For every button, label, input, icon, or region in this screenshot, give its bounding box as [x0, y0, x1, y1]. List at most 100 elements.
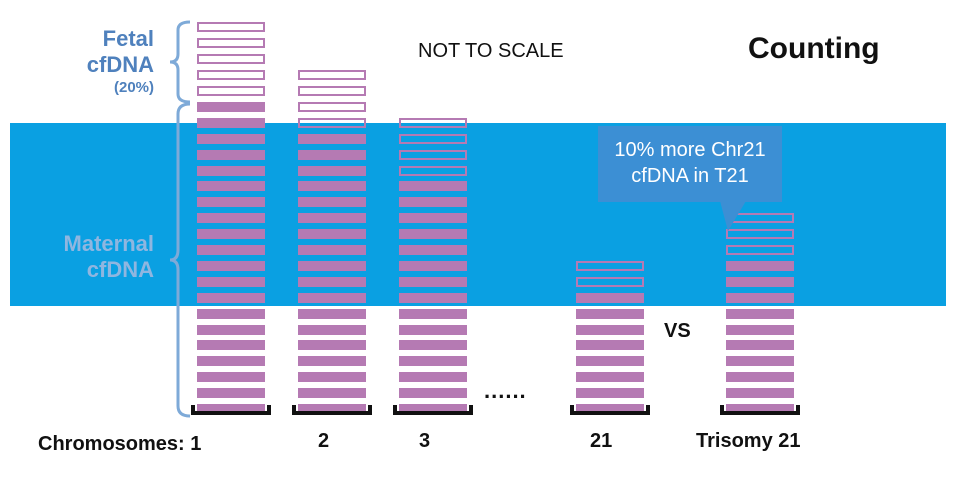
- maternal-block: [298, 133, 366, 144]
- fetal-block: [399, 117, 467, 128]
- bracket-trisomy21: [720, 405, 800, 415]
- maternal-block: [399, 324, 467, 335]
- fetal-block: [726, 245, 794, 255]
- fetal-block: [197, 70, 265, 81]
- maternal-block: [197, 340, 265, 351]
- maternal-block: [576, 404, 644, 414]
- maternal-block: [726, 388, 794, 399]
- fetal-block: [399, 165, 467, 176]
- label-chromosomes-1: Chromosomes: 1: [38, 433, 202, 455]
- maternal-block: [298, 165, 366, 176]
- fetal-block: [298, 86, 366, 96]
- maternal-block: [197, 101, 265, 112]
- fetal-label-line1: Fetal: [102, 26, 154, 51]
- maternal-block: [197, 197, 265, 208]
- label-trisomy21: Trisomy 21: [696, 430, 801, 452]
- page-title: Counting: [748, 32, 880, 65]
- maternal-block: [298, 340, 366, 351]
- maternal-block: [726, 404, 794, 414]
- maternal-block: [576, 292, 644, 303]
- maternal-block: [298, 292, 366, 303]
- maternal-block: [298, 260, 366, 271]
- maternal-block: [197, 245, 265, 255]
- maternal-block: [726, 340, 794, 351]
- maternal-block: [399, 388, 467, 399]
- maternal-block: [197, 165, 265, 176]
- maternal-block: [726, 372, 794, 383]
- label-chr3: 3: [419, 430, 431, 452]
- maternal-block: [197, 324, 265, 335]
- maternal-block: [576, 388, 644, 399]
- maternal-block: [197, 149, 265, 160]
- vs-label: VS: [664, 320, 691, 342]
- maternal-block: [399, 213, 467, 224]
- maternal-block: [197, 404, 265, 414]
- bracket-chr21: [570, 405, 650, 415]
- maternal-block: [399, 308, 467, 319]
- maternal-block: [197, 213, 265, 224]
- maternal-block: [399, 404, 467, 414]
- maternal-block: [197, 133, 265, 144]
- maternal-block: [298, 245, 366, 255]
- maternal-block: [399, 229, 467, 240]
- maternal-block: [399, 197, 467, 208]
- maternal-block: [197, 292, 265, 303]
- bracket-chr2: [292, 405, 372, 415]
- maternal-block: [298, 181, 366, 192]
- maternal-block: [399, 245, 467, 255]
- fetal-block: [399, 133, 467, 144]
- maternal-block: [298, 213, 366, 224]
- maternal-block: [399, 292, 467, 303]
- note-not-to-scale: NOT TO SCALE: [418, 40, 564, 62]
- maternal-block: [197, 356, 265, 367]
- label-chr2: 2: [318, 430, 330, 452]
- fetal-brace: [169, 20, 191, 104]
- maternal-block: [726, 324, 794, 335]
- maternal-block: [298, 308, 366, 319]
- maternal-block: [399, 181, 467, 192]
- maternal-label-line1: Maternal: [63, 231, 154, 256]
- fetal-block: [726, 229, 794, 240]
- maternal-block: [298, 372, 366, 383]
- maternal-block: [298, 276, 366, 287]
- maternal-block: [197, 229, 265, 240]
- maternal-block: [298, 324, 366, 335]
- maternal-block: [576, 324, 644, 335]
- bracket-chr1: [191, 405, 271, 415]
- callout-line1: 10% more Chr21: [614, 139, 766, 161]
- maternal-block: [197, 276, 265, 287]
- fetal-block: [399, 149, 467, 160]
- maternal-block: [298, 388, 366, 399]
- maternal-block: [726, 276, 794, 287]
- maternal-block: [399, 356, 467, 367]
- maternal-block: [197, 308, 265, 319]
- maternal-block: [298, 356, 366, 367]
- maternal-block: [726, 292, 794, 303]
- callout-tail: [720, 201, 746, 231]
- maternal-brace: [169, 102, 191, 418]
- callout-box: 10% more Chr21 cfDNA in T21: [598, 126, 782, 202]
- fetal-block: [197, 22, 265, 33]
- maternal-block: [298, 149, 366, 160]
- maternal-block: [576, 372, 644, 383]
- maternal-block: [197, 372, 265, 383]
- maternal-block: [726, 260, 794, 271]
- fetal-percent: (20%): [113, 79, 154, 96]
- maternal-block: [197, 117, 265, 128]
- fetal-block: [298, 101, 366, 112]
- label-chr21: 21: [590, 430, 613, 452]
- maternal-label: Maternal cfDNA: [40, 231, 154, 283]
- fetal-label: Fetal cfDNA (20%): [60, 26, 154, 98]
- maternal-block: [576, 356, 644, 367]
- maternal-block: [576, 308, 644, 319]
- maternal-block: [298, 197, 366, 208]
- bracket-chr3: [393, 405, 473, 415]
- maternal-block: [197, 181, 265, 192]
- maternal-block: [576, 340, 644, 351]
- fetal-block: [197, 54, 265, 65]
- maternal-block: [298, 229, 366, 240]
- fetal-block: [197, 86, 265, 96]
- callout-line2: cfDNA in T21: [631, 165, 749, 187]
- maternal-block: [399, 276, 467, 287]
